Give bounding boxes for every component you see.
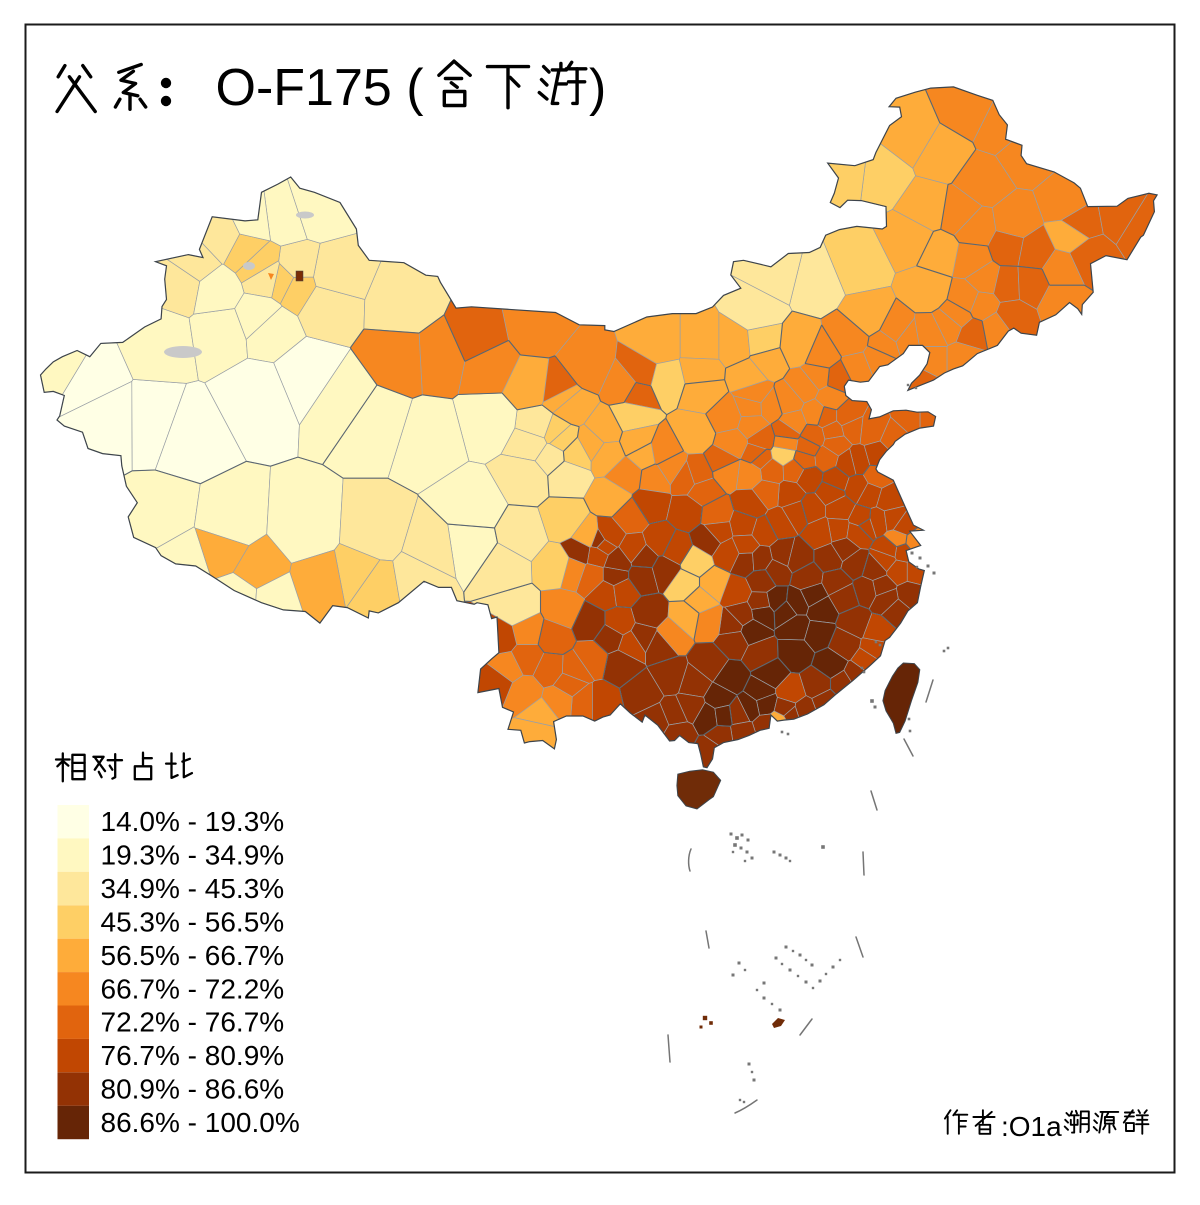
svg-text:76.7% - 80.9%: 76.7% - 80.9% bbox=[101, 1040, 285, 1071]
svg-text::O1a: :O1a bbox=[1001, 1111, 1062, 1142]
svg-text:O-F175 (: O-F175 ( bbox=[216, 59, 425, 117]
svg-text:66.7% - 72.2%: 66.7% - 72.2% bbox=[101, 973, 285, 1004]
svg-text:14.0% - 19.3%: 14.0% - 19.3% bbox=[101, 806, 285, 837]
svg-text:56.5% - 66.7%: 56.5% - 66.7% bbox=[101, 940, 285, 971]
svg-text:): ) bbox=[589, 59, 606, 117]
svg-text:34.9% - 45.3%: 34.9% - 45.3% bbox=[101, 873, 285, 904]
svg-text:45.3% - 56.5%: 45.3% - 56.5% bbox=[101, 907, 285, 938]
svg-text:72.2% - 76.7%: 72.2% - 76.7% bbox=[101, 1007, 285, 1038]
svg-text:86.6% - 100.0%: 86.6% - 100.0% bbox=[101, 1107, 300, 1138]
svg-text:80.9% - 86.6%: 80.9% - 86.6% bbox=[101, 1074, 285, 1105]
svg-text:19.3% - 34.9%: 19.3% - 34.9% bbox=[101, 840, 285, 871]
